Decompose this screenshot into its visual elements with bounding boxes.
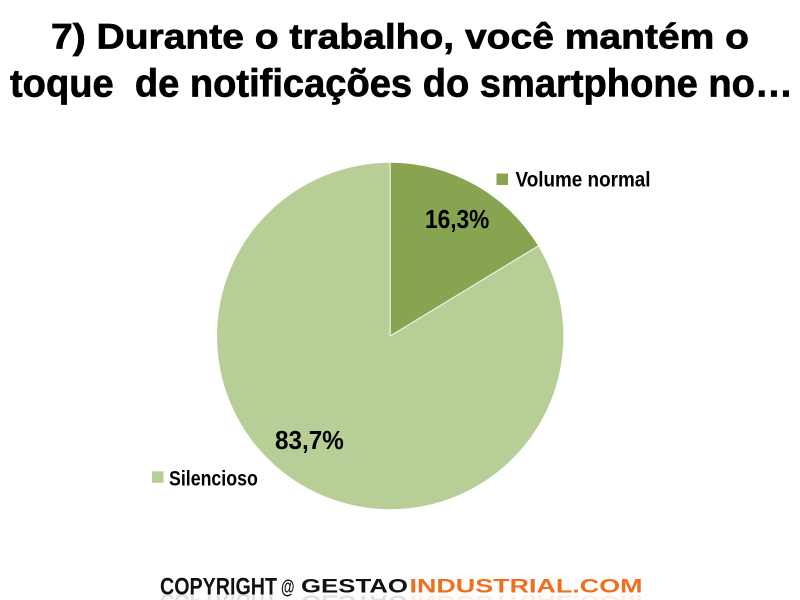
svg-text:INDUSTRIAL.COM: INDUSTRIAL.COM xyxy=(410,591,643,600)
svg-text:@: @ xyxy=(281,577,295,599)
svg-text:toque de notificações do smar: toque de notificações do smartphone no… xyxy=(10,62,793,105)
svg-text:16,3%: 16,3% xyxy=(425,204,489,234)
svg-text:Silencioso: Silencioso xyxy=(169,467,258,490)
svg-text:INDUSTRIAL.COM: INDUSTRIAL.COM xyxy=(410,577,643,598)
svg-text:GESTAO: GESTAO xyxy=(301,591,408,600)
svg-text:COPYRIGHT: COPYRIGHT xyxy=(160,588,277,600)
svg-text:Volume normal: Volume normal xyxy=(516,168,651,191)
svg-text:7) Durante o trabalho, você ma: 7) Durante o trabalho, você mantém o xyxy=(51,18,749,57)
svg-text:GESTAO: GESTAO xyxy=(301,577,408,598)
svg-text:83,7%: 83,7% xyxy=(275,425,344,455)
svg-text:COPYRIGHT: COPYRIGHT xyxy=(160,574,277,600)
